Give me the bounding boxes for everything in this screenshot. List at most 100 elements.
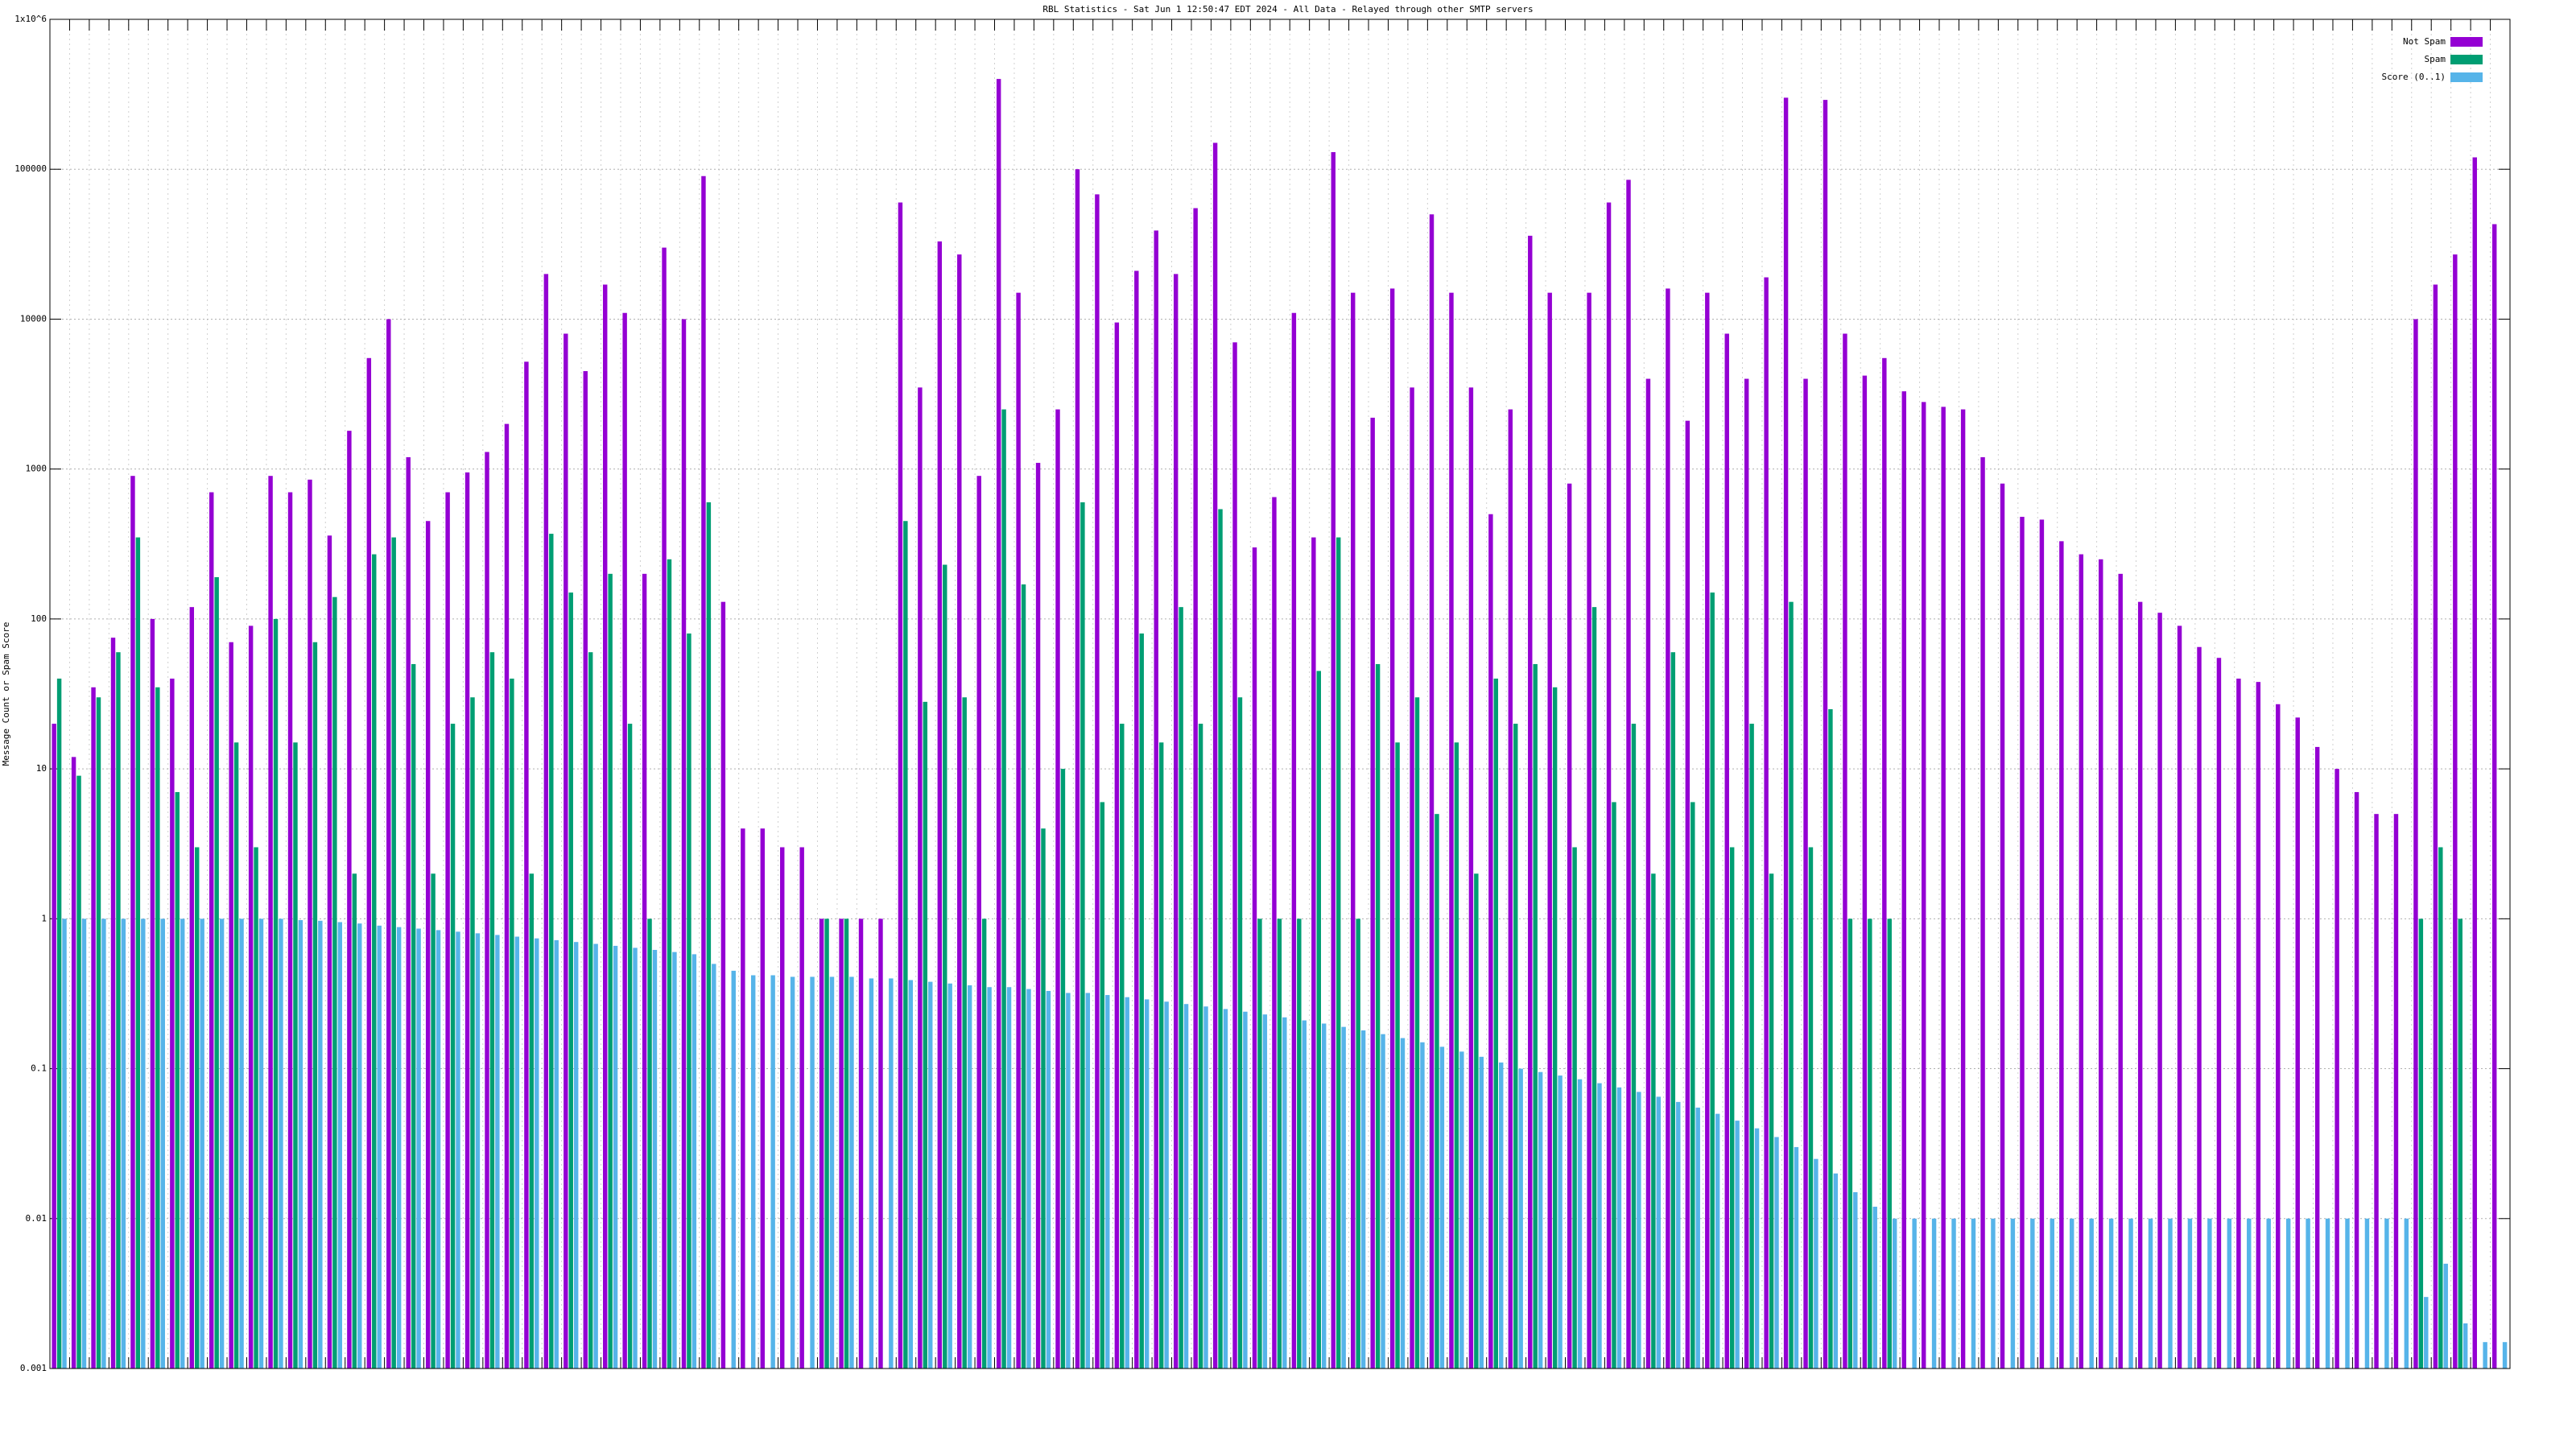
bar [160, 919, 165, 1368]
bar [1311, 537, 1316, 1369]
bar [1016, 292, 1021, 1368]
bar [1302, 1020, 1307, 1368]
bar [425, 521, 431, 1368]
bar [1823, 100, 1828, 1369]
y-tick-label: 100 [31, 613, 47, 624]
bar [687, 633, 691, 1368]
chart-title: RBL Statistics - Sat Jun 1 12:50:47 EDT … [1042, 4, 1533, 14]
bar [1257, 919, 1262, 1368]
bar [1847, 919, 1853, 1368]
bar [91, 687, 96, 1368]
bar [150, 618, 155, 1368]
bar [1803, 378, 1808, 1369]
legend-swatch [2450, 72, 2483, 82]
bar [254, 847, 258, 1368]
bar [273, 618, 279, 1368]
bar [110, 638, 116, 1368]
bar [1252, 547, 1257, 1368]
bar [1705, 292, 1710, 1368]
bar [1395, 742, 1400, 1368]
bar [1853, 1191, 1858, 1368]
bar [1435, 814, 1439, 1368]
bar [1232, 342, 1237, 1368]
bar [1572, 847, 1577, 1368]
bar [1114, 322, 1120, 1369]
bar [2276, 704, 2281, 1368]
bar [1272, 497, 1277, 1368]
bar [720, 601, 726, 1368]
bar [1164, 1001, 1169, 1368]
bar [2502, 1342, 2508, 1368]
bar [790, 976, 795, 1368]
bar [514, 936, 520, 1368]
bar [760, 828, 766, 1368]
bar [1100, 802, 1105, 1368]
bar [1794, 1146, 1799, 1368]
bar [2413, 319, 2418, 1368]
y-axis-label: Message Count or Spam Score [1, 622, 11, 766]
bar [1552, 687, 1558, 1368]
bar [701, 175, 706, 1368]
bar [2491, 224, 2497, 1369]
bar [1351, 292, 1356, 1368]
bar [71, 757, 76, 1368]
bar [293, 742, 298, 1368]
bar [1710, 592, 1715, 1368]
bar [1158, 742, 1164, 1368]
bar [366, 357, 372, 1368]
bar [1808, 847, 1814, 1368]
bar [1591, 607, 1597, 1368]
bar [1499, 1062, 1504, 1368]
bar [1021, 584, 1026, 1368]
bar [2393, 814, 2399, 1368]
bar [268, 476, 273, 1368]
bar [431, 873, 436, 1368]
bar [633, 947, 638, 1368]
bar [1872, 1207, 1877, 1368]
bar [2285, 1218, 2291, 1368]
bar [377, 925, 382, 1368]
bar [1066, 993, 1071, 1368]
bar [1410, 387, 1414, 1368]
bar [928, 981, 933, 1368]
bar [943, 564, 947, 1368]
bar [279, 919, 283, 1368]
bar [1060, 769, 1066, 1368]
bar [396, 927, 402, 1368]
bar [445, 492, 450, 1368]
bar [2314, 746, 2320, 1368]
bar [1468, 387, 1474, 1368]
bar [372, 554, 377, 1368]
bar [101, 919, 106, 1368]
bar [2059, 541, 2064, 1368]
bar [2453, 254, 2458, 1368]
bar [672, 952, 677, 1368]
bar [2070, 1218, 2074, 1368]
bar [1558, 1075, 1563, 1368]
bar [819, 919, 824, 1368]
bar [750, 975, 756, 1368]
bar [141, 919, 146, 1368]
bar [489, 652, 495, 1368]
bar [1262, 1014, 1268, 1368]
bar [844, 919, 849, 1368]
bar [1670, 652, 1676, 1368]
bar [1814, 1158, 1818, 1368]
bar [2030, 1218, 2035, 1368]
bar [1321, 1023, 1327, 1368]
y-tick-label: 10 [36, 763, 47, 774]
bar [706, 502, 712, 1368]
bar [470, 697, 475, 1368]
bar [1828, 709, 1833, 1368]
bar [1729, 847, 1735, 1368]
y-tick-label: 0.001 [20, 1363, 47, 1373]
bar [1356, 919, 1360, 1368]
bar [2039, 519, 2045, 1368]
bar [1277, 919, 1282, 1368]
plot-border [49, 19, 2511, 1369]
bar [642, 573, 647, 1368]
bar [2306, 1218, 2310, 1368]
bar [1533, 663, 1538, 1368]
bar [1026, 989, 1031, 1368]
bar [1125, 997, 1129, 1368]
